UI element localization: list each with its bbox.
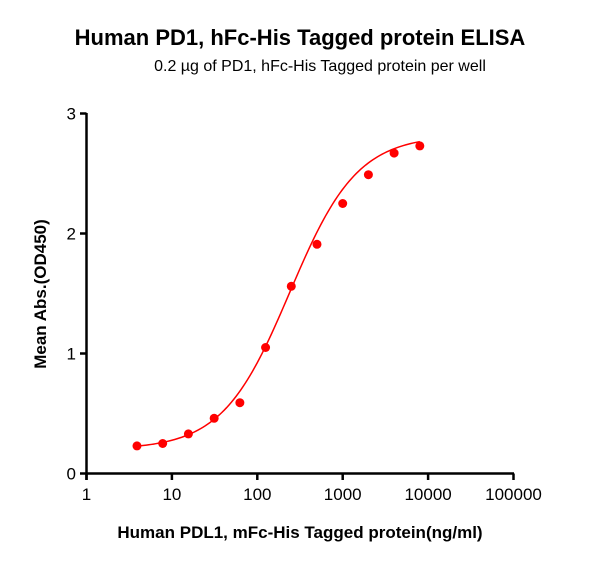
- y-tick-label: 0: [67, 465, 76, 484]
- x-tick-label: 1: [82, 485, 91, 504]
- data-point: [158, 439, 168, 448]
- y-tick-label: 3: [67, 105, 76, 124]
- x-tick-label: 100000: [485, 485, 542, 504]
- data-point: [209, 413, 219, 423]
- fit-curve: [136, 140, 420, 447]
- x-tick-label: 10000: [404, 485, 451, 504]
- y-axis-title: Mean Abs.(OD450): [31, 219, 50, 369]
- y-tick-label: 2: [67, 225, 76, 244]
- chart-subtitle: 0.2 µg of PD1, hFc-His Tagged protein pe…: [154, 58, 486, 75]
- x-axis-title: Human PDL1, mFc-His Tagged protein(ng/ml…: [117, 523, 482, 542]
- data-point: [235, 398, 245, 408]
- x-ticks: 1 10 100 1000 10000 100000: [82, 473, 542, 504]
- data-point: [183, 429, 193, 439]
- x-tick-label: 100: [243, 485, 271, 504]
- data-point: [338, 199, 348, 208]
- data-point: [132, 441, 142, 451]
- data-point: [389, 148, 399, 158]
- x-tick-label: 10: [162, 485, 181, 504]
- data-point: [286, 281, 296, 291]
- y-tick-label: 1: [67, 345, 76, 364]
- chart-title: Human PD1, hFc-His Tagged protein ELISA: [74, 25, 526, 50]
- y-ticks: 0 1 2 3: [67, 105, 87, 484]
- data-point: [261, 343, 271, 352]
- data-point: [415, 141, 425, 151]
- x-tick-label: 1000: [324, 485, 362, 504]
- data-points: [132, 141, 425, 451]
- data-point: [363, 170, 373, 180]
- data-point: [312, 239, 322, 249]
